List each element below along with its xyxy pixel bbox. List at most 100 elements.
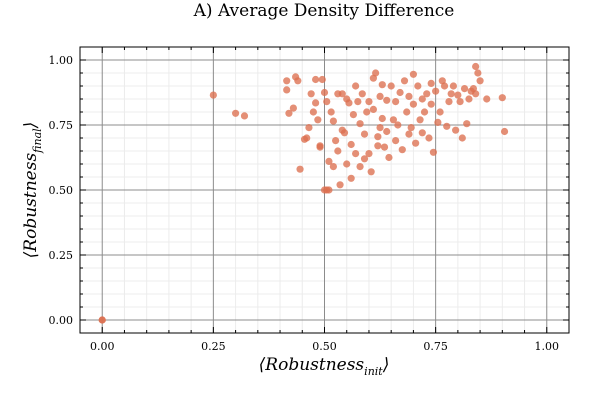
data-point xyxy=(323,98,331,106)
data-point xyxy=(405,92,413,100)
data-point xyxy=(376,92,384,100)
x-tick-label: 0.50 xyxy=(312,340,337,353)
y-tick-label: 0.25 xyxy=(49,249,74,262)
data-point xyxy=(394,121,402,129)
data-point xyxy=(365,98,373,106)
data-point xyxy=(425,134,433,142)
data-point xyxy=(347,174,355,182)
data-point xyxy=(398,146,406,154)
data-point xyxy=(332,137,340,145)
data-point xyxy=(392,137,400,145)
data-point xyxy=(403,108,411,116)
data-point xyxy=(447,90,455,98)
data-point xyxy=(460,85,469,93)
data-point xyxy=(316,142,324,150)
data-point xyxy=(354,98,362,106)
data-point xyxy=(312,99,320,107)
x-tick-label: 0.00 xyxy=(90,340,115,353)
data-point xyxy=(465,95,473,103)
data-point xyxy=(472,90,480,98)
data-point xyxy=(372,69,380,77)
data-point xyxy=(374,133,382,141)
data-point xyxy=(385,153,393,162)
data-points xyxy=(98,62,509,324)
data-point xyxy=(325,157,333,165)
data-point xyxy=(412,139,420,147)
data-point xyxy=(427,79,435,87)
data-point xyxy=(432,87,440,95)
axis-ticks xyxy=(80,47,569,333)
data-point xyxy=(434,118,442,126)
data-point xyxy=(303,134,311,142)
data-point xyxy=(336,181,344,189)
data-point xyxy=(374,142,382,150)
data-point xyxy=(349,111,357,119)
data-point xyxy=(358,90,366,98)
data-point xyxy=(378,114,386,123)
data-point xyxy=(367,168,375,176)
data-point xyxy=(418,129,426,137)
data-point xyxy=(296,165,304,173)
data-point xyxy=(409,70,418,78)
data-point xyxy=(418,95,426,103)
data-point xyxy=(427,100,435,108)
x-tick-label: 0.25 xyxy=(201,340,226,353)
data-point xyxy=(500,127,509,136)
x-tick-label: 0.75 xyxy=(423,340,448,353)
data-point xyxy=(283,77,291,85)
data-point xyxy=(423,90,431,98)
data-point xyxy=(352,150,360,158)
data-point xyxy=(329,117,337,125)
data-point xyxy=(449,82,458,90)
data-point xyxy=(320,88,329,97)
data-point xyxy=(472,62,480,71)
data-point xyxy=(307,90,315,98)
data-point xyxy=(407,124,415,132)
data-point xyxy=(240,112,249,120)
data-point xyxy=(285,109,293,117)
data-point xyxy=(312,75,320,84)
data-point xyxy=(463,120,471,128)
data-point xyxy=(440,82,449,90)
data-point xyxy=(309,108,317,116)
data-point xyxy=(454,91,462,99)
data-point xyxy=(356,163,364,171)
data-point xyxy=(340,129,349,137)
data-point xyxy=(318,75,326,84)
data-point xyxy=(392,98,400,106)
data-point xyxy=(376,124,384,132)
data-point xyxy=(352,82,360,90)
data-point xyxy=(325,186,333,194)
data-point xyxy=(483,95,491,103)
data-point xyxy=(329,163,337,171)
data-point xyxy=(334,147,342,155)
data-point xyxy=(498,94,506,102)
data-point xyxy=(283,86,291,94)
data-point xyxy=(356,120,364,128)
data-point xyxy=(345,99,353,107)
data-point xyxy=(289,104,297,112)
data-point xyxy=(347,140,355,149)
y-tick-label: 1.00 xyxy=(49,54,74,67)
data-point xyxy=(360,155,369,163)
data-point xyxy=(409,100,418,108)
data-point xyxy=(443,122,451,130)
data-point xyxy=(405,130,413,138)
data-point xyxy=(327,108,335,116)
data-point xyxy=(343,160,351,168)
data-point xyxy=(305,124,313,132)
data-point xyxy=(294,77,302,85)
data-point xyxy=(420,108,429,116)
data-point xyxy=(476,77,484,85)
data-point xyxy=(380,143,389,151)
data-point xyxy=(363,108,371,116)
data-point xyxy=(445,98,453,106)
data-point xyxy=(429,148,438,156)
data-point xyxy=(314,116,322,124)
data-point xyxy=(378,81,386,89)
data-point xyxy=(209,91,217,99)
data-point xyxy=(458,134,466,142)
data-point xyxy=(436,108,444,116)
y-tick-label: 0.75 xyxy=(49,119,74,132)
data-point xyxy=(231,109,240,117)
